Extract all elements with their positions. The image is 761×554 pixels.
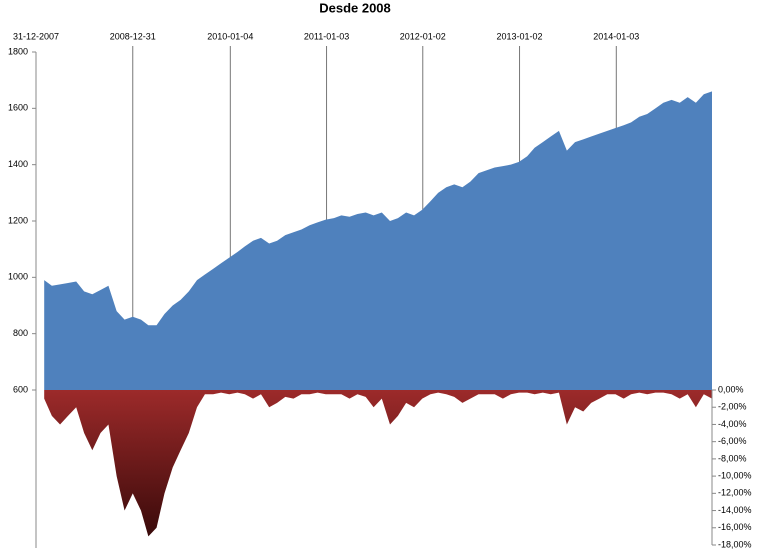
x-tick-label: 2011-01-03 — [304, 31, 349, 41]
drawdown-area — [44, 390, 712, 537]
x-tick-label: 2013-01-02 — [497, 31, 543, 41]
x-tick-label: 2012-01-02 — [400, 31, 446, 41]
y2-tick-label: -18,00% — [718, 539, 752, 549]
x-tick-label: 2008-12-31 — [110, 31, 156, 41]
y2-tick-label: 0,00% — [718, 384, 744, 394]
y2-tick-label: -2,00% — [718, 402, 747, 412]
chart-title: Desde 2008 — [319, 0, 391, 15]
y2-tick-label: -8,00% — [718, 453, 747, 463]
value-area — [44, 91, 712, 390]
y-tick-label: 1600 — [8, 103, 28, 113]
y2-tick-label: -12,00% — [718, 488, 752, 498]
x-tick-label: 2014-01-03 — [593, 31, 639, 41]
y-tick-label: 800 — [13, 328, 28, 338]
y-tick-label: 1000 — [8, 272, 28, 282]
x-tick-label: 2010-01-04 — [207, 31, 253, 41]
x-tick-label: 31-12-2007 — [13, 31, 59, 41]
y2-tick-label: -6,00% — [718, 436, 747, 446]
y-tick-label: 1400 — [8, 159, 28, 169]
y2-tick-label: -4,00% — [718, 419, 747, 429]
y-tick-label: 600 — [13, 384, 28, 394]
y-tick-label: 1800 — [8, 46, 28, 56]
y-tick-label: 1200 — [8, 215, 28, 225]
y2-tick-label: -16,00% — [718, 522, 752, 532]
y2-tick-label: -10,00% — [718, 470, 752, 480]
y2-tick-label: -14,00% — [718, 505, 752, 515]
